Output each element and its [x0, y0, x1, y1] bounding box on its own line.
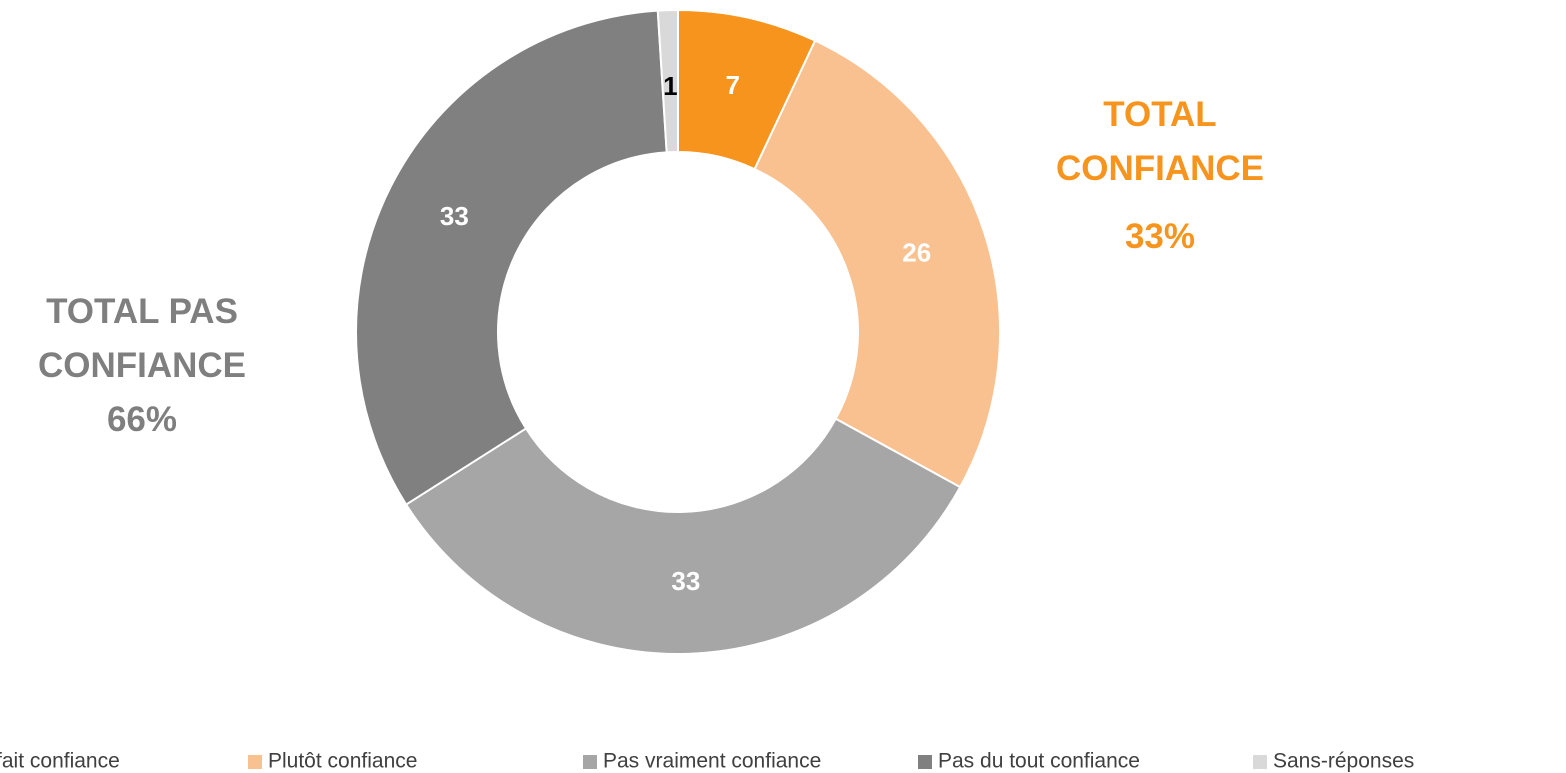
annotation-text: TOTAL PAS CONFIANCE [37, 292, 247, 385]
donut-slice [355, 9, 668, 506]
legend-swatch [918, 755, 932, 769]
annotation: TOTAL PAS CONFIANCE 66% [12, 285, 272, 447]
legend-label: Plutôt confiance [268, 750, 417, 773]
legend-label: Sans-réponses [1273, 750, 1414, 773]
donut-slice [656, 8, 679, 154]
legend-label: Tout à fait confiance [0, 750, 120, 773]
legend-swatch [248, 755, 262, 769]
annotation-text: TOTAL CONFIANCE [1055, 95, 1265, 188]
data-label: 26 [902, 237, 931, 267]
legend-swatch [1253, 755, 1267, 769]
annotation: TOTAL CONFIANCE 33% [1030, 88, 1290, 264]
donut-slice [753, 39, 1001, 489]
legend-label: Pas vraiment confiance [603, 750, 821, 773]
data-label: 33 [440, 201, 469, 231]
annotation-value: 66% [106, 400, 178, 439]
data-label: 33 [671, 566, 700, 596]
annotation-value: 33% [1124, 217, 1196, 256]
legend-swatch [583, 755, 597, 769]
donut-slice [404, 417, 962, 655]
data-label: 7 [726, 70, 740, 100]
legend-label: Pas du tout confiance [938, 750, 1140, 773]
data-label: 1 [663, 71, 677, 101]
